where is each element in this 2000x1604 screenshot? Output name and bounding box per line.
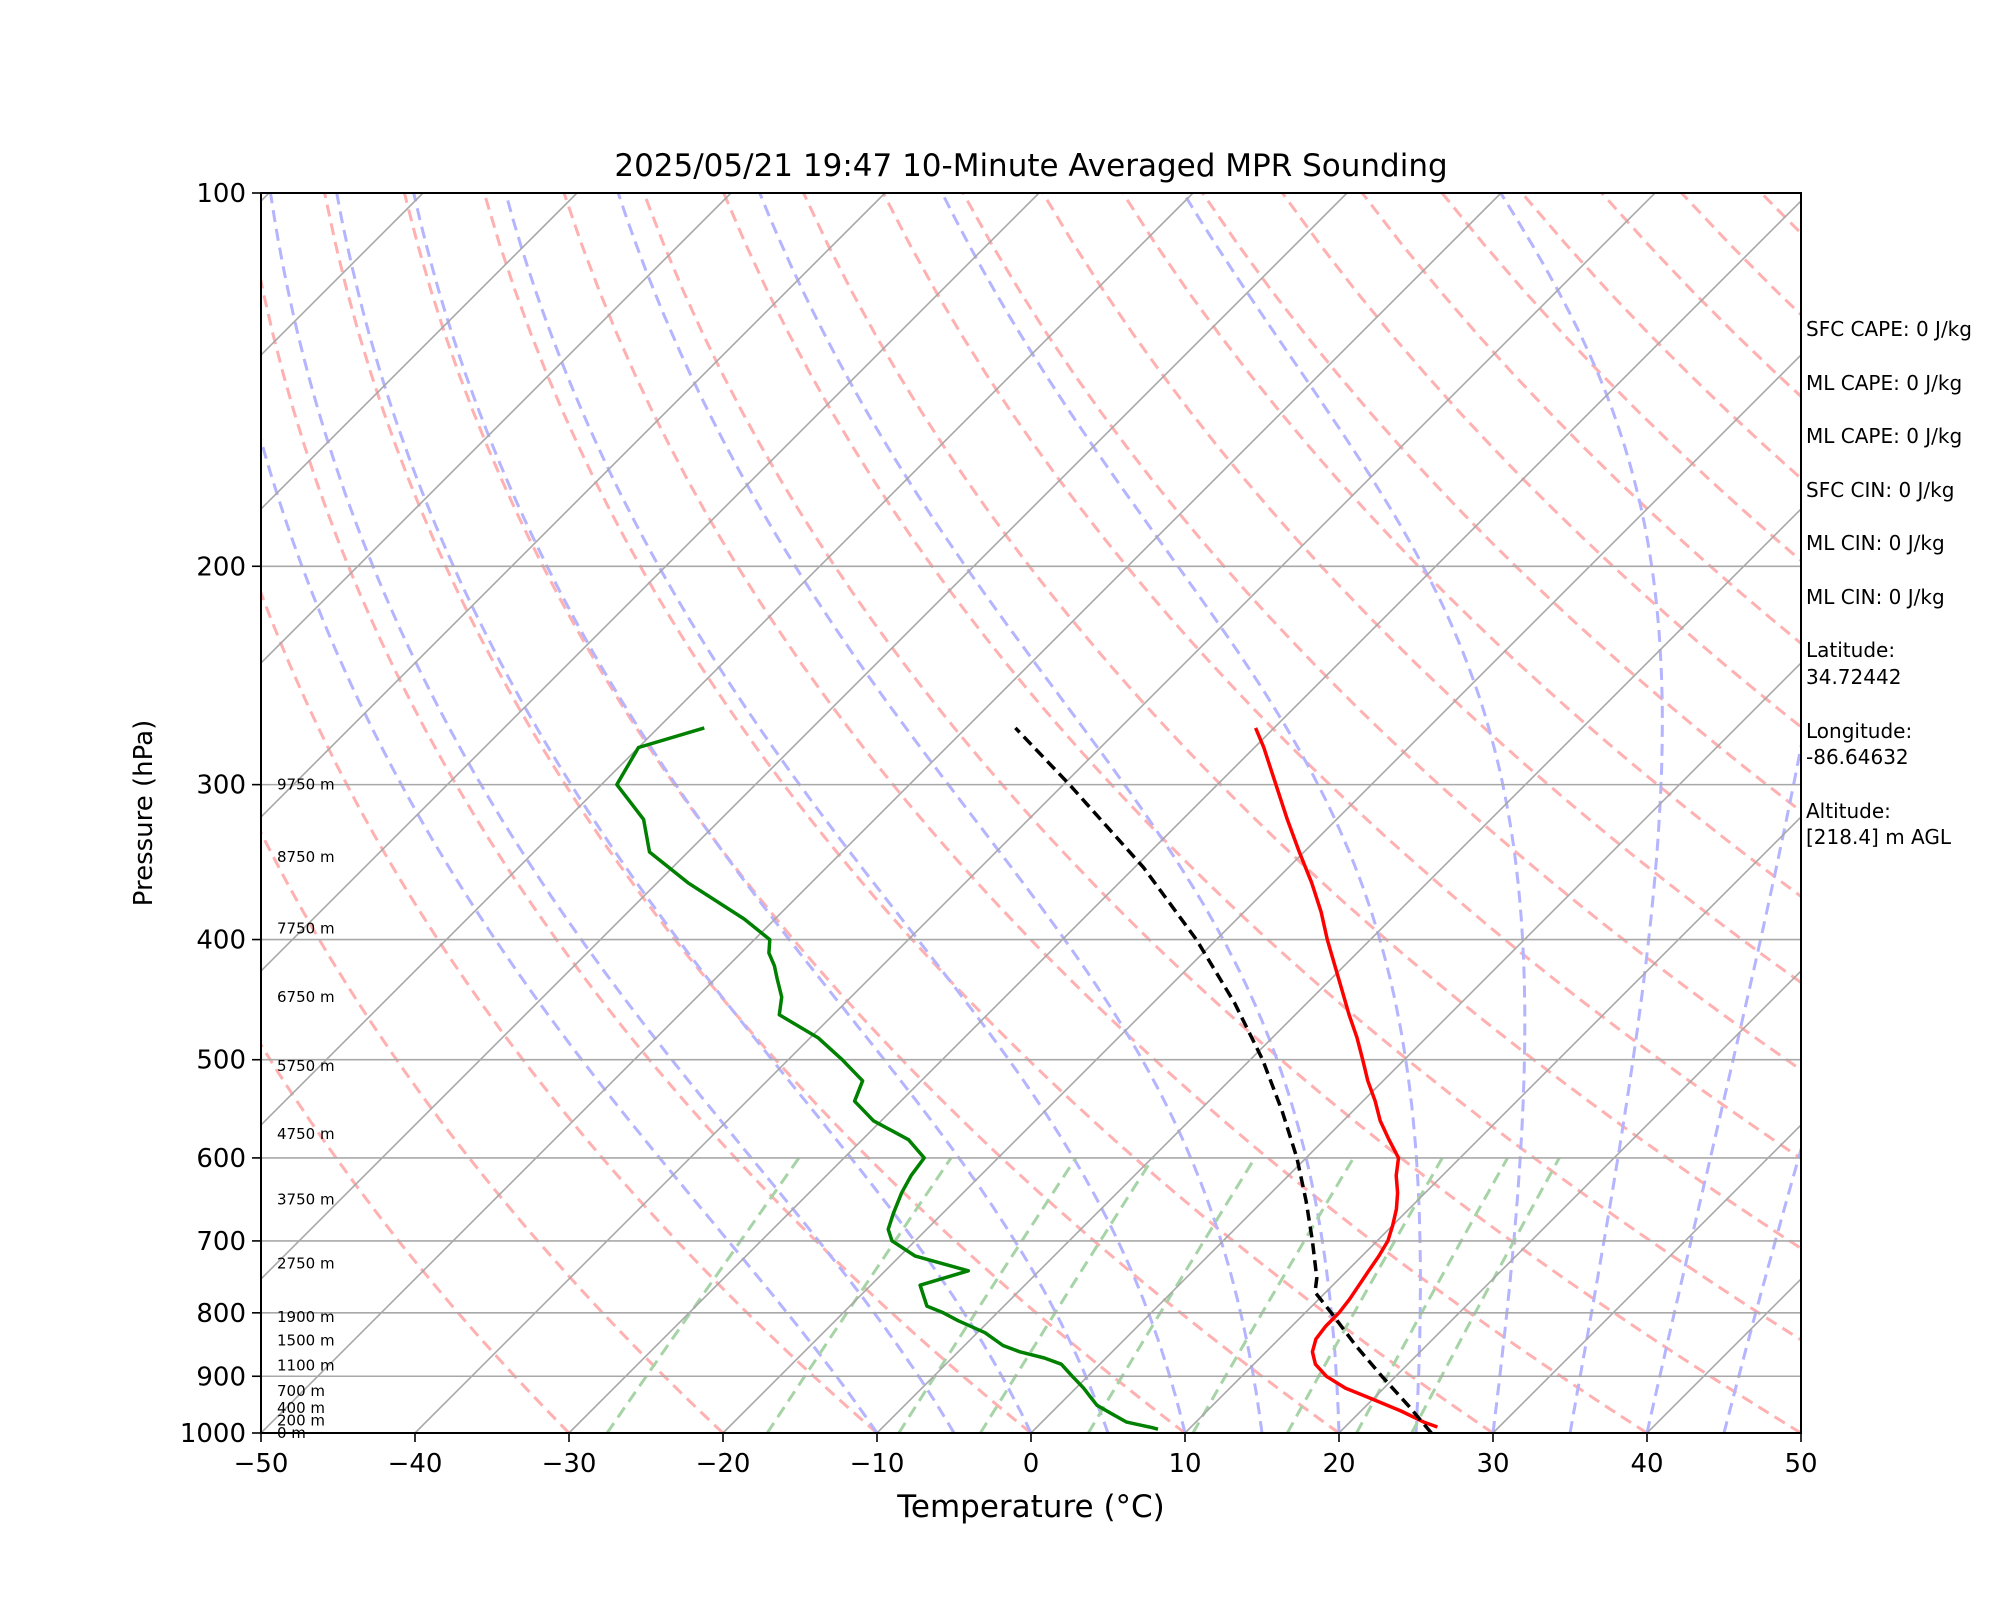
isotherm-line <box>569 193 1809 1433</box>
x-tick-label: 50 <box>1784 1449 1817 1479</box>
latitude-value: 34.72442 <box>1806 664 1901 690</box>
height-label: 9750 m <box>277 776 335 794</box>
height-label: 400 m <box>277 1399 325 1417</box>
y-tick-label: 600 <box>196 1144 246 1174</box>
ml-cape-text-2: ML CAPE: 0 J/kg <box>1806 423 1962 449</box>
dry-adiabat-line <box>484 193 1493 1433</box>
height-label: 1500 m <box>277 1331 335 1349</box>
x-tick-label: 40 <box>1630 1449 1663 1479</box>
chart-title: 2025/05/21 19:47 10-Minute Averaged MPR … <box>614 148 1447 184</box>
isotherm-line <box>723 193 1963 1433</box>
x-tick-label: 0 <box>1023 1449 1040 1479</box>
y-tick-label: 400 <box>196 926 246 956</box>
x-tick-label: −10 <box>850 1449 905 1479</box>
dry-adiabat-line <box>165 193 877 1433</box>
sfc-cin-text: SFC CIN: 0 J/kg <box>1806 477 1954 503</box>
isotherm-line <box>107 193 1347 1433</box>
x-axis-ticks: −50 −40 −30 −20 −10 0 10 20 30 40 50 <box>234 1433 1818 1479</box>
height-label: 6750 m <box>277 988 335 1006</box>
latitude-label: Latitude: <box>1806 637 1895 663</box>
isotherm-line <box>0 193 577 1433</box>
x-axis-label: Temperature (°C) <box>896 1489 1165 1525</box>
height-label: 700 m <box>277 1382 325 1400</box>
height-label: 7750 m <box>277 920 335 938</box>
x-tick-label: −40 <box>388 1449 443 1479</box>
moist-adiabat-line <box>942 193 1420 1433</box>
dry-adiabat-line <box>5 193 569 1433</box>
x-tick-label: 10 <box>1168 1449 1201 1479</box>
y-axis-label: Pressure (hPa) <box>129 720 159 907</box>
sounding-profiles <box>617 728 1438 1433</box>
moist-adiabat-line <box>1184 193 1525 1433</box>
height-label: 3750 m <box>277 1190 335 1208</box>
moist-adiabat-line <box>414 193 1108 1433</box>
isotherm-line <box>261 193 1501 1433</box>
x-tick-label: −20 <box>696 1449 751 1479</box>
y-tick-label: 800 <box>196 1299 246 1329</box>
y-tick-label: 300 <box>196 771 246 801</box>
ml-cin-text-2: ML CIN: 0 J/kg <box>1806 584 1945 610</box>
isotherm-line <box>0 193 1193 1433</box>
y-tick-label: 200 <box>196 552 246 582</box>
y-tick-label: 100 <box>196 179 246 209</box>
x-tick-label: −30 <box>542 1449 597 1479</box>
height-label: 1100 m <box>277 1356 335 1374</box>
height-label: 5750 m <box>277 1057 335 1075</box>
isotherm-line <box>415 193 1655 1433</box>
height-label: 8750 m <box>277 848 335 866</box>
longitude-value: -86.64632 <box>1806 744 1909 770</box>
altitude-value: [218.4] m AGL <box>1806 824 1951 850</box>
altitude-label: Altitude: <box>1806 798 1891 824</box>
longitude-label: Longitude: <box>1806 718 1912 744</box>
height-label: 2750 m <box>277 1255 335 1273</box>
mixing-ratio-line <box>899 1158 1076 1433</box>
sfc-cape-text: SFC CAPE: 0 J/kg <box>1806 316 1972 342</box>
mixing-ratio-line <box>607 1158 799 1433</box>
mixing-ratio-line <box>980 1158 1153 1433</box>
y-tick-label: 700 <box>196 1227 246 1257</box>
isotherm-line <box>0 193 115 1433</box>
background-lines <box>0 193 2000 1433</box>
plot-frame <box>261 193 1801 1433</box>
moist-adiabat-line <box>506 193 1185 1433</box>
ml-cin-text: ML CIN: 0 J/kg <box>1806 530 1945 556</box>
isotherm-line <box>0 193 731 1433</box>
y-axis-ticks: 100 200 300 400 500 600 700 800 900 1000 <box>180 179 261 1449</box>
x-tick-label: −50 <box>234 1449 289 1479</box>
y-tick-label: 900 <box>196 1362 246 1392</box>
x-tick-label: 30 <box>1476 1449 1509 1479</box>
x-tick-label: 20 <box>1322 1449 1355 1479</box>
y-tick-label: 500 <box>196 1046 246 1076</box>
mixing-ratio-line <box>1088 1158 1255 1433</box>
height-label: 4750 m <box>277 1125 335 1143</box>
height-label: 1900 m <box>277 1308 335 1326</box>
y-tick-label: 1000 <box>180 1419 246 1449</box>
ml-cape-text: ML CAPE: 0 J/kg <box>1806 370 1962 396</box>
